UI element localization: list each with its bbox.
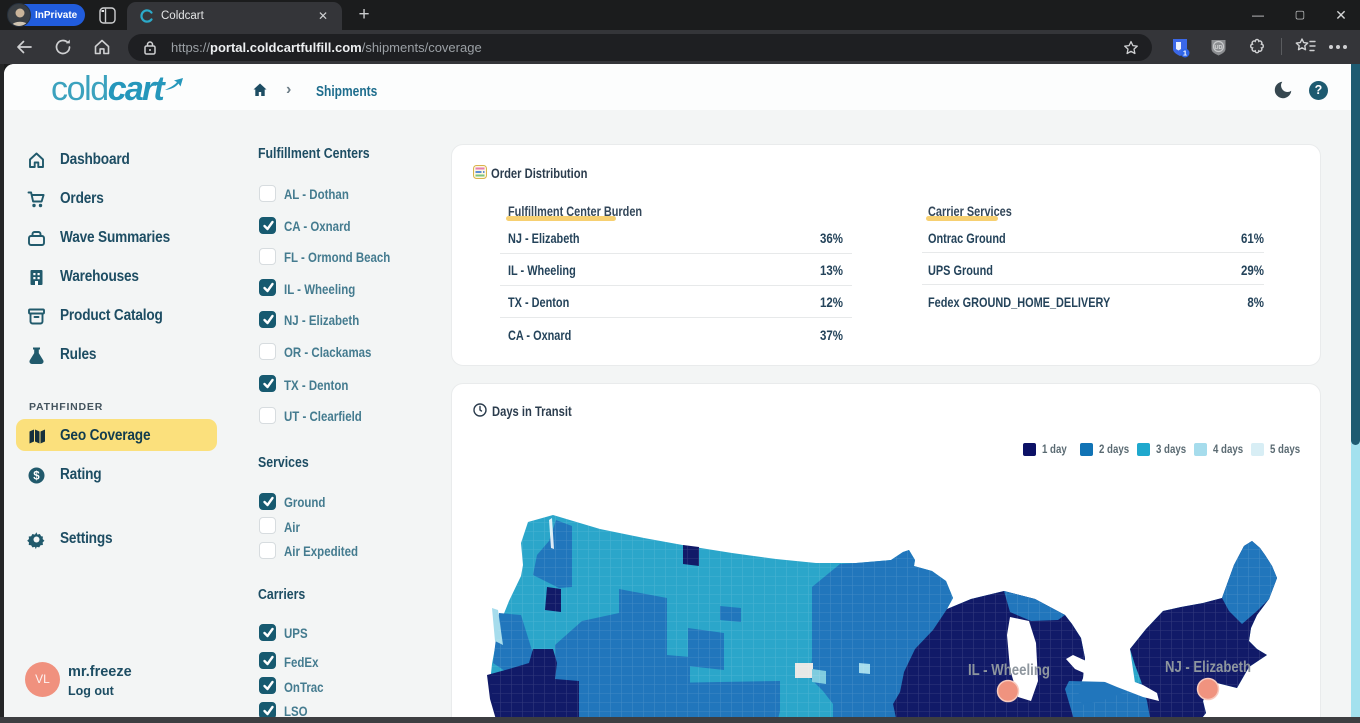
svg-text:UD: UD — [1215, 45, 1223, 51]
svg-text:$: $ — [33, 471, 40, 483]
svg-text:IL - Wheeling: IL - Wheeling — [968, 662, 1050, 679]
svg-text:1: 1 — [1183, 49, 1187, 58]
svg-text:NJ - Elizabeth: NJ - Elizabeth — [1165, 659, 1251, 676]
